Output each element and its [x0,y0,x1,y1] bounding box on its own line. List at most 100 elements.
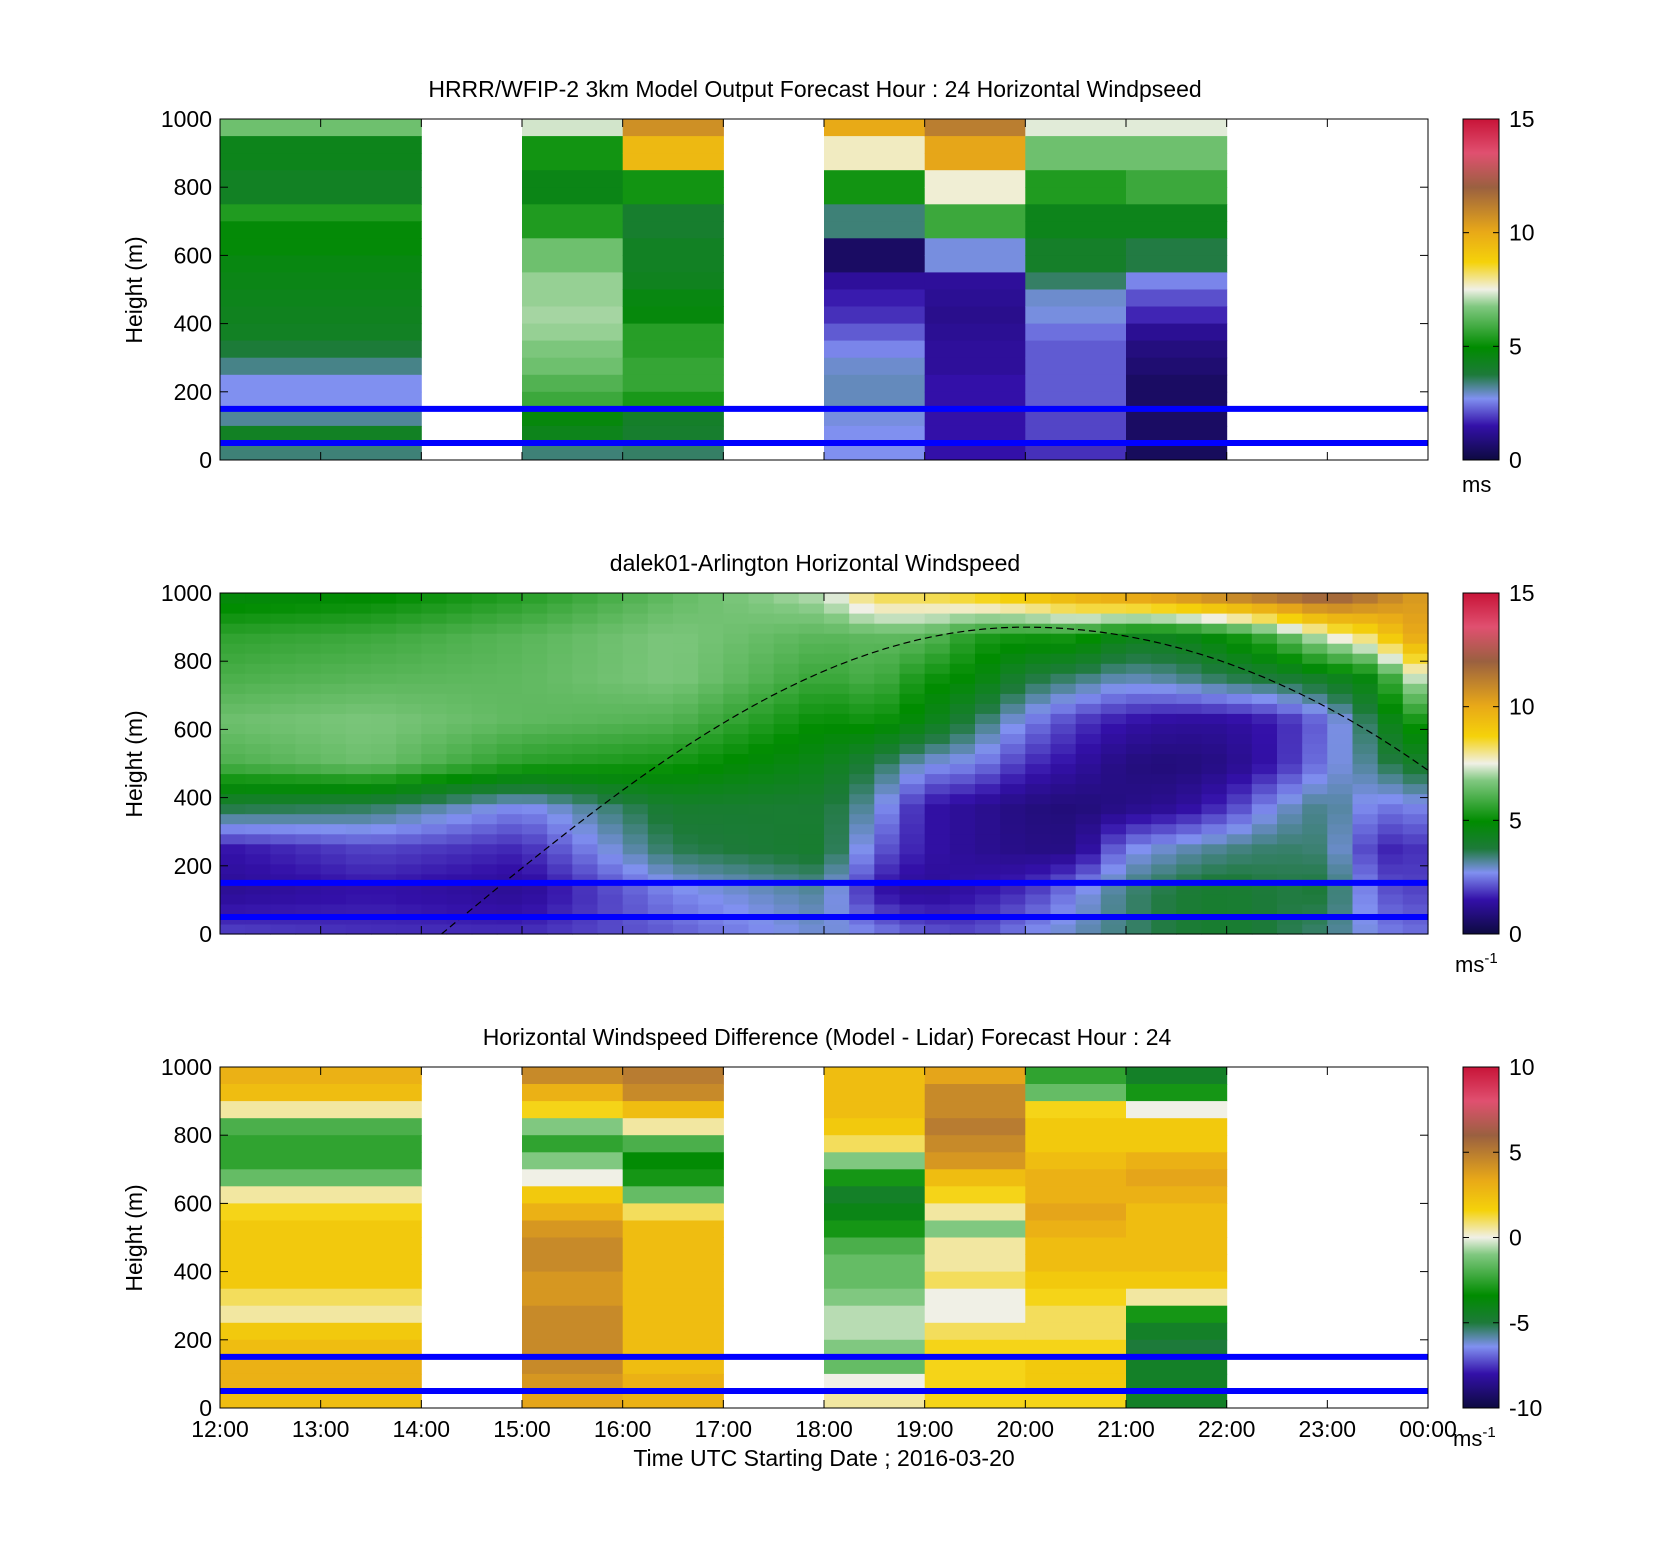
heatmap-cell [1025,187,1127,205]
heatmap-cell [1151,823,1177,835]
heatmap-cell [622,323,724,342]
heatmap-cell [220,238,422,256]
heatmap-cell [1025,374,1127,393]
heatmap-cell [1352,603,1379,614]
heatmap-cell [622,603,649,614]
heatmap-cell [1075,743,1102,754]
heatmap-cell [295,763,322,775]
heatmap-cell [773,903,800,915]
heatmap-cell [421,663,448,674]
heatmap-cell [1126,843,1152,855]
heatmap-cell [1126,1135,1228,1153]
heatmap-cell [1302,693,1328,704]
heatmap-cell [597,723,624,734]
heatmap-cell [949,893,976,905]
heatmap-cell [1025,1152,1127,1170]
heatmap-cell [1025,924,1052,935]
heatmap-cell [673,813,699,825]
heatmap-cell [245,843,271,855]
heatmap-cell [572,613,599,624]
heatmap-cell [597,743,624,754]
heatmap-cell [622,1152,724,1170]
heatmap-cell [673,743,699,754]
x-axis-label: Time UTC Starting Date ; 2016-03-20 [633,1445,1014,1471]
heatmap-cell [1025,733,1052,744]
heatmap-cell [220,136,422,154]
heatmap-cell [1176,673,1203,684]
heatmap-cell [874,713,901,724]
heatmap-cell [975,723,1001,734]
heatmap-cell [396,733,422,744]
heatmap-cell [1126,119,1228,137]
heatmap-cell [1126,743,1152,754]
heatmap-cell [421,623,448,634]
heatmap-cell [1075,713,1102,724]
heatmap-cell [949,733,976,744]
heatmap-cell [622,843,649,855]
heatmap-cell [1176,603,1203,614]
heatmap-cell [220,408,422,427]
heatmap-cell [824,1101,926,1119]
heatmap-cell [220,883,246,895]
heatmap-cell [522,221,624,239]
heatmap-cell [975,643,1001,654]
heatmap-cell [773,703,800,714]
heatmap-cell [547,733,573,744]
heatmap-cell [647,743,674,754]
heatmap-cell [622,663,649,674]
heatmap-cell [1352,693,1379,704]
heatmap-cell [622,623,649,634]
heatmap-cell [1327,623,1354,634]
heatmap-cell [975,773,1001,785]
y-tick-label: 1000 [161,580,212,606]
heatmap-cell [522,1254,624,1272]
heatmap-cell [824,357,926,376]
heatmap-cell [396,924,422,935]
heatmap-cell [899,883,926,895]
heatmap-cell [824,683,850,694]
heatmap-cell [1126,1169,1228,1187]
heatmap-cell [496,763,523,775]
heatmap-cell [622,153,724,171]
heatmap-cell [220,1391,422,1409]
heatmap-cell [220,1084,422,1102]
heatmap-cell [647,603,674,614]
heatmap-cell [723,873,750,885]
heatmap-cell [874,593,901,604]
heatmap-cell [597,893,624,905]
heatmap-cell [597,853,624,865]
heatmap-cell [1050,883,1077,895]
heatmap-cell [723,903,750,915]
heatmap-cell [748,703,775,714]
heatmap-cell [1176,743,1203,754]
heatmap-cell [924,703,951,714]
heatmap-cell [849,823,875,835]
heatmap-cell [1377,683,1404,694]
heatmap-cell [622,793,649,805]
heatmap-cell [924,783,951,795]
heatmap-cell [1327,593,1354,604]
heatmap-cell [698,623,724,634]
heatmap-cell [1000,893,1026,905]
heatmap-cell [245,924,271,935]
heatmap-cell [572,883,599,895]
heatmap-cell [1251,633,1278,644]
heatmap-cell [673,623,699,634]
heatmap-cell [496,883,523,895]
heatmap-cell [396,713,422,724]
heatmap-cell [421,853,448,865]
heatmap-cell [1302,603,1328,614]
heatmap-cell [522,1373,624,1392]
heatmap-cell [295,603,322,614]
heatmap-cell [245,703,271,714]
heatmap-cell [320,783,347,795]
y-tick-label: 600 [174,1190,212,1216]
heatmap-cell [1327,924,1354,935]
heatmap-cell [270,893,297,905]
heatmap-cell [371,643,397,654]
y-tick-label: 400 [174,311,212,337]
heatmap-cell [421,883,448,895]
heatmap-cell [446,643,473,654]
heatmap-cell [1201,873,1228,885]
heatmap-cell [1251,813,1278,825]
